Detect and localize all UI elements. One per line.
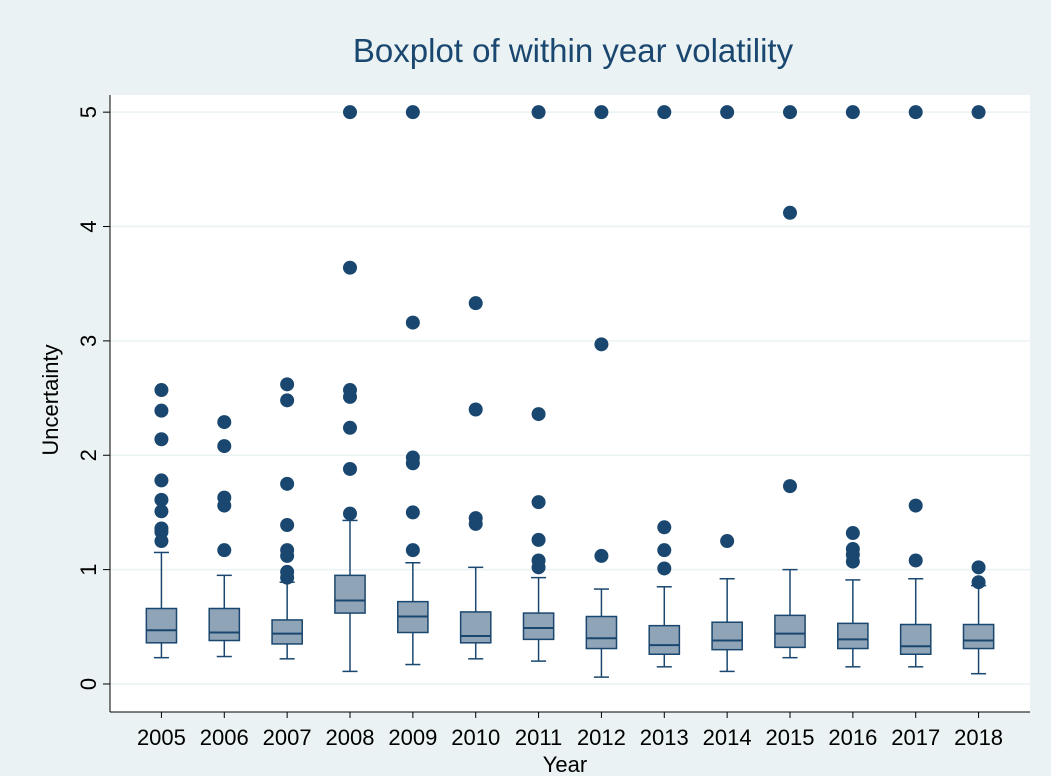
outlier [908, 553, 923, 568]
y-axis-title: Uncertainty [38, 344, 63, 455]
outlier [531, 532, 546, 547]
outlier [594, 105, 609, 120]
box [962, 623, 995, 650]
outlier [154, 403, 169, 418]
x-tick-label: 2009 [388, 725, 437, 750]
outlier [154, 473, 169, 488]
box [648, 624, 681, 655]
outlier [154, 432, 169, 447]
outlier [971, 105, 986, 120]
outlier [343, 383, 357, 398]
x-tick-label: 2005 [137, 725, 186, 750]
outlier [217, 543, 232, 558]
outlier [280, 476, 295, 491]
y-tick-label: 4 [76, 220, 101, 232]
x-tick-label: 2008 [326, 725, 375, 750]
box [585, 615, 618, 650]
outlier [657, 105, 672, 120]
outlier [217, 490, 232, 505]
outlier [405, 105, 420, 120]
outlier [280, 543, 295, 558]
outlier [343, 260, 357, 275]
outlier [280, 377, 295, 392]
outlier [217, 415, 232, 430]
box [271, 619, 303, 645]
outlier [280, 518, 295, 533]
y-tick-label: 1 [76, 563, 101, 575]
outlier [405, 450, 420, 465]
outlier [594, 337, 609, 352]
outlier [531, 407, 546, 422]
outlier [531, 495, 546, 510]
x-tick-label: 2016 [828, 725, 877, 750]
x-tick-label: 2018 [954, 725, 1003, 750]
box [899, 623, 932, 655]
outlier [657, 520, 672, 535]
box [711, 621, 743, 651]
x-axis-title: Year [543, 752, 587, 776]
outlier [343, 461, 357, 476]
outlier [783, 205, 797, 220]
outlier [908, 498, 923, 513]
outlier [280, 393, 295, 408]
y-tick-label: 3 [76, 335, 101, 347]
outlier [154, 383, 169, 398]
outlier [468, 296, 483, 311]
x-tick-label: 2011 [515, 725, 562, 750]
outlier [783, 479, 797, 494]
outlier [468, 402, 483, 417]
y-tick-label: 2 [76, 449, 101, 461]
outlier [343, 105, 357, 120]
x-tick-label: 2012 [577, 725, 626, 750]
box [774, 614, 806, 649]
box [837, 622, 869, 650]
outlier [405, 505, 420, 520]
box [208, 607, 241, 642]
plot-area [110, 95, 1030, 712]
outlier [217, 439, 232, 454]
outlier [908, 105, 923, 120]
outlier [594, 548, 609, 563]
outlier [531, 105, 546, 120]
x-tick-label: 2010 [451, 725, 500, 750]
box [459, 611, 492, 644]
chart-title: Boxplot of within year volatility [353, 32, 794, 69]
outlier [154, 504, 169, 519]
outlier [971, 560, 986, 575]
outlier [154, 521, 169, 536]
x-tick-label: 2017 [891, 725, 940, 750]
x-tick-label: 2013 [640, 725, 689, 750]
y-tick-label: 5 [76, 106, 101, 118]
y-tick-label: 0 [76, 678, 101, 690]
x-tick-label: 2015 [766, 725, 815, 750]
outlier [971, 575, 986, 590]
outlier [657, 543, 672, 558]
x-tick-label: 2006 [200, 725, 249, 750]
outlier [343, 506, 357, 521]
outlier [845, 105, 860, 120]
box [334, 574, 366, 614]
box [145, 607, 178, 644]
outlier [720, 105, 735, 120]
outlier [154, 492, 169, 507]
outlier [405, 315, 420, 330]
outlier [343, 420, 357, 435]
outlier [845, 526, 860, 541]
outlier [845, 542, 860, 557]
outlier [531, 553, 546, 568]
x-tick-label: 2014 [703, 725, 752, 750]
outlier [468, 511, 483, 526]
outlier [280, 564, 295, 579]
outlier [720, 534, 735, 549]
x-tick-label: 2007 [263, 725, 312, 750]
outlier [405, 543, 420, 558]
box [522, 612, 555, 641]
outlier [783, 105, 797, 120]
outlier [657, 561, 672, 576]
